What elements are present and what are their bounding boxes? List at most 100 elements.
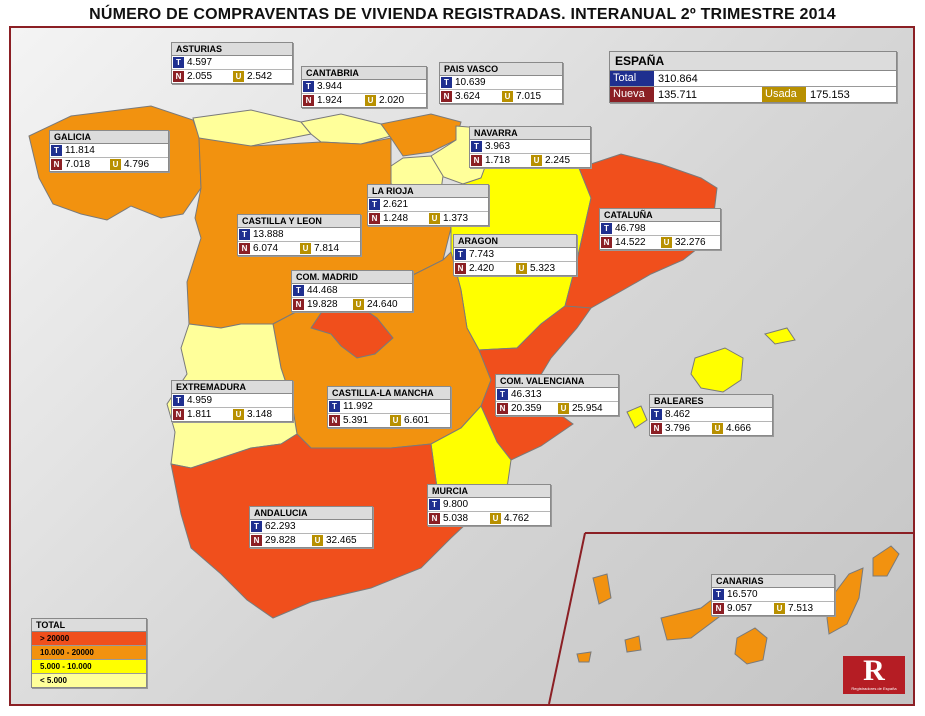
nueva-tag: N — [601, 237, 612, 248]
region-usada: 5.323 — [530, 263, 556, 274]
region-total: 3.944 — [317, 81, 343, 92]
region-label-andalucia: ANDALUCIA T 62.293 N 29.828 U 32.465 — [249, 506, 373, 548]
region-paisvasco-shape — [380, 113, 462, 157]
total-tag: T — [303, 81, 314, 92]
region-nueva: 14.522 — [615, 237, 646, 248]
region-label-la-rioja: LA RIOJA T 2.621 N 1.248 U 1.373 — [367, 184, 489, 226]
usada-tag: U — [390, 415, 401, 426]
region-total-row: T 4.959 — [172, 394, 292, 408]
region-total: 3.963 — [485, 141, 511, 152]
region-total: 11.814 — [65, 145, 95, 156]
spain-usada-value: 175.153 — [810, 88, 850, 101]
region-usada: 25.954 — [572, 403, 603, 414]
region-label-navarra: NAVARRA T 3.963 N 1.718 U 2.245 — [469, 126, 591, 168]
region-total: 4.959 — [187, 395, 213, 406]
region-breakdown-row: N 7.018 U 4.796 — [50, 158, 168, 171]
region-nueva: 3.796 — [665, 423, 691, 434]
region-label-murcia: MURCIA T 9.800 N 5.038 U 4.762 — [427, 484, 551, 526]
region-name: ARAGON — [454, 235, 576, 248]
region-nueva: 5.038 — [443, 513, 469, 524]
region-total: 46.798 — [615, 223, 646, 234]
region-nueva: 19.828 — [307, 299, 338, 310]
spain-usada-label: Usada — [762, 87, 806, 102]
region-cantabria-shape — [300, 113, 392, 145]
nueva-tag: N — [51, 159, 62, 170]
region-canarias-fuerteventura — [826, 567, 864, 635]
spain-total-value: 310.864 — [658, 72, 698, 85]
region-name: CATALUÑA — [600, 209, 720, 222]
usada-tag: U — [502, 91, 513, 102]
region-breakdown-row: N 2.055 U 2.542 — [172, 70, 292, 83]
region-total: 9.800 — [443, 499, 469, 510]
region-label-pais-vasco: PAIS VASCO T 10.639 N 3.624 U 7.015 — [439, 62, 563, 104]
legend-items: > 20000 10.000 - 20000 5.000 - 10.000 < 5.0… — [32, 632, 146, 687]
region-name: BALEARES — [650, 395, 772, 408]
usada-tag: U — [490, 513, 501, 524]
nueva-tag: N — [651, 423, 662, 434]
region-name: COM. MADRID — [292, 271, 412, 284]
region-label-cantabria: CANTABRIA T 3.944 N 1.924 U 2.020 — [301, 66, 427, 108]
region-usada: 24.640 — [367, 299, 398, 310]
region-breakdown-row: N 3.624 U 7.015 — [440, 90, 562, 103]
region-canarias-lapalma — [592, 573, 612, 605]
nueva-tag: N — [239, 243, 250, 254]
region-name: CANTABRIA — [302, 67, 426, 80]
spain-breakdown-row: Nueva 135.711 Usada 175.153 — [610, 87, 896, 102]
usada-tag: U — [110, 159, 121, 170]
legend-item: 10.000 - 20000 — [32, 646, 146, 660]
region-total-row: T 62.293 — [250, 520, 372, 534]
region-breakdown-row: N 1.811 U 3.148 — [172, 408, 292, 421]
nueva-tag: N — [329, 415, 340, 426]
region-label-extremadura: EXTREMADURA T 4.959 N 1.811 U 3.148 — [171, 380, 293, 422]
usada-tag: U — [312, 535, 323, 546]
region-breakdown-row: N 20.359 U 25.954 — [496, 402, 618, 415]
region-breakdown-row: N 2.420 U 5.323 — [454, 262, 576, 275]
region-label-aragon: ARAGON T 7.743 N 2.420 U 5.323 — [453, 234, 577, 276]
region-label-galicia: GALICIA T 11.814 N 7.018 U 4.796 — [49, 130, 169, 172]
total-tag: T — [713, 589, 724, 600]
region-total-row: T 2.621 — [368, 198, 488, 212]
region-total-row: T 13.888 — [238, 228, 360, 242]
total-tag: T — [173, 395, 184, 406]
region-name: EXTREMADURA — [172, 381, 292, 394]
region-nueva: 6.074 — [253, 243, 279, 254]
region-label-castilla-y-leon: CASTILLA Y LEON T 13.888 N 6.074 U 7.814 — [237, 214, 361, 256]
region-nueva: 2.055 — [187, 71, 213, 82]
region-total: 13.888 — [253, 229, 284, 240]
region-total: 44.468 — [307, 285, 338, 296]
region-usada: 4.666 — [726, 423, 752, 434]
region-usada: 2.245 — [545, 155, 571, 166]
region-usada: 32.465 — [326, 535, 357, 546]
region-breakdown-row: N 9.057 U 7.513 — [712, 602, 834, 615]
legend-item: 5.000 - 10.000 — [32, 660, 146, 674]
region-canarias-grancanaria — [734, 627, 768, 665]
region-label-baleares: BALEARES T 8.462 N 3.796 U 4.666 — [649, 394, 773, 436]
region-total: 7.743 — [469, 249, 495, 260]
region-name: ASTURIAS — [172, 43, 292, 56]
region-total-row: T 44.468 — [292, 284, 412, 298]
region-total-row: T 3.944 — [302, 80, 426, 94]
region-breakdown-row: N 1.924 U 2.020 — [302, 94, 426, 107]
region-usada: 7.814 — [314, 243, 340, 254]
region-label-asturias: ASTURIAS T 4.597 N 2.055 U 2.542 — [171, 42, 293, 84]
region-name: LA RIOJA — [368, 185, 488, 198]
total-tag: T — [239, 229, 250, 240]
region-canarias-gomera — [624, 635, 642, 653]
usada-tag: U — [712, 423, 723, 434]
spain-nueva-label: Nueva — [610, 87, 654, 102]
region-total: 2.621 — [383, 199, 409, 210]
region-total-row: T 10.639 — [440, 76, 562, 90]
region-name: CASTILLA-LA MANCHA — [328, 387, 450, 400]
region-name: MURCIA — [428, 485, 550, 498]
region-total: 46.313 — [511, 389, 542, 400]
region-total: 8.462 — [665, 409, 691, 420]
region-total-row: T 9.800 — [428, 498, 550, 512]
region-nueva: 7.018 — [65, 159, 91, 170]
usada-tag: U — [300, 243, 311, 254]
usada-tag: U — [558, 403, 569, 414]
region-usada: 1.373 — [443, 213, 469, 224]
legend-item: > 20000 — [32, 632, 146, 646]
region-total-row: T 8.462 — [650, 408, 772, 422]
region-total: 11.992 — [343, 401, 373, 412]
region-usada: 4.762 — [504, 513, 530, 524]
